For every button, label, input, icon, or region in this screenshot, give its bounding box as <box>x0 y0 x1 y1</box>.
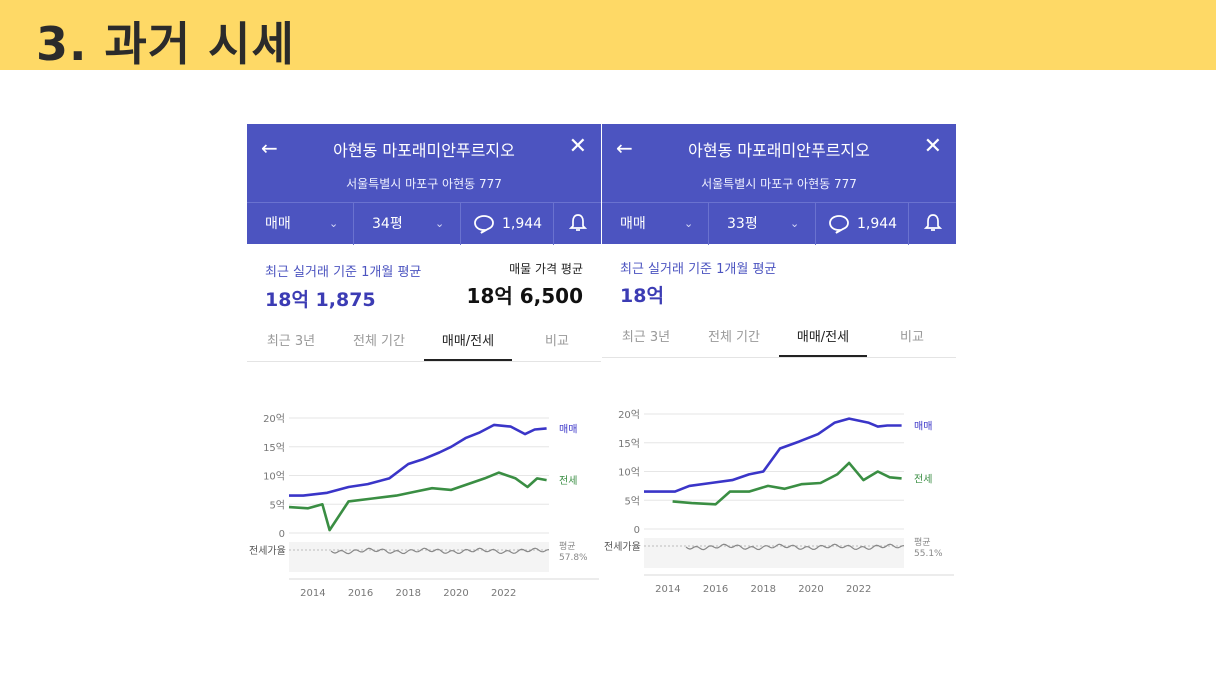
x-tick-label: 2014 <box>300 588 325 599</box>
divider <box>353 203 354 245</box>
x-tick-label: 2022 <box>491 588 516 599</box>
ratio-band <box>289 542 549 572</box>
divider <box>908 203 909 245</box>
back-arrow-icon[interactable]: ← <box>261 136 278 160</box>
tab-recent-3y[interactable]: 최근 3년 <box>621 330 671 345</box>
apartment-name: 아현동 마포래미안푸르지오 <box>333 141 515 160</box>
chevron-down-icon: ⌄ <box>435 217 445 230</box>
apartment-address: 서울특별시 마포구 아현동 777 <box>346 177 502 191</box>
x-tick-label: 2020 <box>798 584 823 595</box>
trade-type-select[interactable]: 매매 <box>265 216 291 232</box>
ratio-band <box>644 538 904 568</box>
y-tick-label: 10억 <box>618 467 640 479</box>
x-tick-label: 2016 <box>348 588 373 599</box>
filter-bar: 매매 ⌄ 34평 ⌄ 1,944 <box>247 202 601 245</box>
apartment-address: 서울특별시 마포구 아현동 777 <box>701 177 857 191</box>
divider <box>553 203 554 245</box>
series-label: 매매 <box>914 421 932 433</box>
filter-bar: 매매 ⌄ 33평 ⌄ 1,944 <box>602 202 956 245</box>
series-line-sale <box>644 417 902 493</box>
series-line-sale <box>289 423 547 497</box>
series-label: 전세 <box>559 475 577 487</box>
series-line-jeonse <box>288 471 547 532</box>
ratio-avg-value: 57.8% <box>559 553 588 563</box>
x-tick-label: 2014 <box>655 584 680 595</box>
slide-banner: 3. 과거 시세 <box>0 0 1216 71</box>
tab-recent-3y[interactable]: 최근 3년 <box>266 334 316 349</box>
tab-sale-jeonse[interactable]: 매매/전세 <box>779 326 867 357</box>
series-label: 매매 <box>559 423 577 435</box>
x-tick-label: 2020 <box>443 588 468 599</box>
tabs-divider <box>247 361 601 362</box>
tab-sale-jeonse[interactable]: 매매/전세 <box>424 330 512 361</box>
comment-count[interactable]: 1,944 <box>857 216 898 232</box>
y-tick-label: 5억 <box>624 495 640 507</box>
ratio-avg-label: 평균 <box>559 541 576 552</box>
series-line-jeonse <box>672 461 902 506</box>
panel-header: ← 아현동 마포래미안푸르지오 ✕ 서울특별시 마포구 아현동 777 매매 ⌄… <box>602 124 956 245</box>
apartment-panel-34: ← 아현동 마포래미안푸르지오 ✕ 서울특별시 마포구 아현동 777 매매 ⌄… <box>247 124 601 600</box>
apartment-panel-33: ← 아현동 마포래미안푸르지오 ✕ 서울특별시 마포구 아현동 777 매매 ⌄… <box>602 124 956 600</box>
panel-header: ← 아현동 마포래미안푸르지오 ✕ 서울특별시 마포구 아현동 777 매매 ⌄… <box>247 124 601 245</box>
slide-title: 3. 과거 시세 <box>36 17 295 71</box>
series-label: 전세 <box>914 473 932 485</box>
divider <box>460 203 461 245</box>
bell-icon[interactable] <box>569 213 587 233</box>
ratio-label: 전세가율 <box>249 545 286 557</box>
y-tick-label: 15억 <box>263 442 285 454</box>
y-tick-label: 0 <box>634 525 640 536</box>
recent-avg-label: 최근 실거래 기준 1개월 평균 <box>265 265 422 280</box>
recent-avg-label: 최근 실거래 기준 1개월 평균 <box>620 262 777 277</box>
tabs-divider <box>602 357 956 358</box>
x-tick-label: 2016 <box>703 584 728 595</box>
y-tick-label: 20억 <box>618 409 640 421</box>
x-tick-label: 2018 <box>751 584 776 595</box>
divider <box>708 203 709 245</box>
comment-icon[interactable] <box>828 214 850 234</box>
x-tick-label: 2018 <box>396 588 421 599</box>
y-tick-label: 5억 <box>269 499 285 511</box>
recent-avg-value: 18억 1,875 <box>265 289 376 311</box>
tab-all-period[interactable]: 전체 기간 <box>353 334 405 349</box>
y-tick-label: 0 <box>279 529 285 540</box>
ratio-label: 전세가율 <box>604 541 641 553</box>
close-icon[interactable]: ✕ <box>923 134 942 159</box>
ratio-avg-value: 55.1% <box>914 549 943 559</box>
recent-avg-value: 18억 <box>620 285 664 307</box>
comment-icon[interactable] <box>473 214 495 234</box>
y-tick-label: 10억 <box>263 471 285 483</box>
y-tick-label: 15억 <box>618 438 640 450</box>
divider <box>815 203 816 245</box>
asking-price-label: 매물 가격 평균 <box>509 262 583 276</box>
x-tick-label: 2022 <box>846 584 871 595</box>
ratio-line <box>685 543 905 551</box>
ratio-line <box>330 547 550 555</box>
trade-type-select[interactable]: 매매 <box>620 216 646 232</box>
size-select[interactable]: 33평 <box>727 216 758 232</box>
back-arrow-icon[interactable]: ← <box>616 136 633 160</box>
bell-icon[interactable] <box>924 213 942 233</box>
chevron-down-icon: ⌄ <box>790 217 800 230</box>
y-tick-label: 20억 <box>263 413 285 425</box>
size-select[interactable]: 34평 <box>372 216 403 232</box>
tab-compare[interactable]: 비교 <box>545 334 569 349</box>
chevron-down-icon: ⌄ <box>329 217 339 230</box>
tab-all-period[interactable]: 전체 기간 <box>708 330 760 345</box>
apartment-name: 아현동 마포래미안푸르지오 <box>688 141 870 160</box>
close-icon[interactable]: ✕ <box>568 134 587 159</box>
asking-price-value: 18억 6,500 <box>466 284 583 308</box>
chevron-down-icon: ⌄ <box>684 217 694 230</box>
comment-count[interactable]: 1,944 <box>502 216 543 232</box>
ratio-avg-label: 평균 <box>914 537 931 548</box>
tab-compare[interactable]: 비교 <box>900 330 924 345</box>
